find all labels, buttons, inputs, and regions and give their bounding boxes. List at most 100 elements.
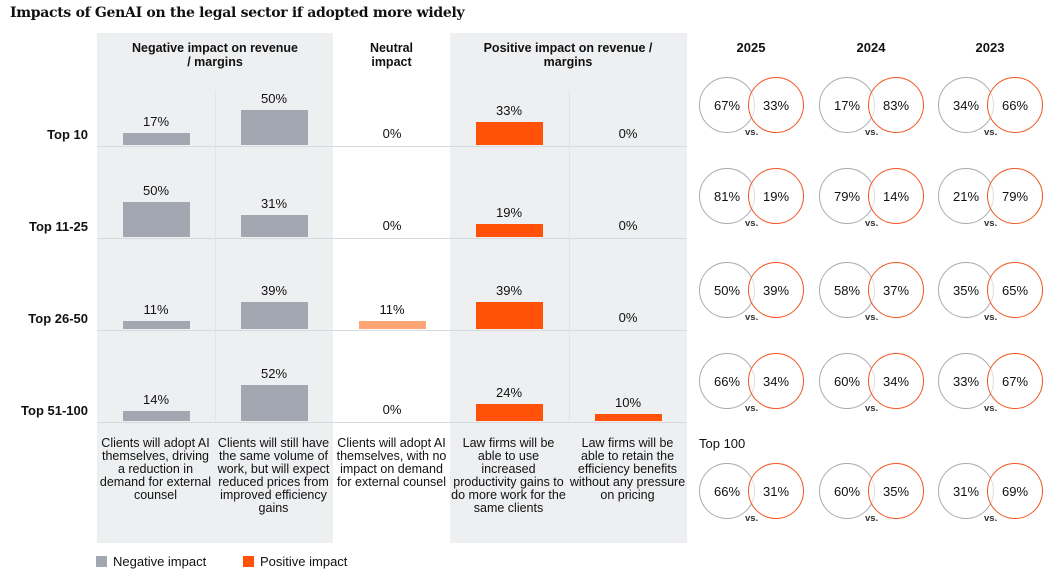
bar — [123, 321, 190, 329]
bar-label: 17% — [142, 114, 170, 130]
bar — [476, 301, 543, 329]
negative-share-circle: 67% — [699, 77, 755, 133]
year-header: 2023 — [975, 40, 1005, 55]
negative-share-circle: 34% — [938, 77, 994, 133]
top100-label: Top 100 — [699, 436, 746, 451]
bar-label: 14% — [142, 392, 170, 408]
bar-label: 0% — [382, 126, 402, 141]
positive-share-circle: 67% — [987, 353, 1043, 409]
negative-share-circle: 60% — [819, 463, 875, 519]
positive-share-circle: 34% — [868, 353, 924, 409]
category-description: Clients will still have the same volume … — [217, 436, 330, 515]
row-divider — [97, 146, 687, 147]
negative-share-circle: 33% — [938, 353, 994, 409]
legend-label: Positive impact — [260, 554, 348, 569]
bar — [241, 301, 308, 329]
column-divider — [215, 90, 216, 422]
positive-share-circle: 39% — [748, 262, 804, 318]
bar — [123, 202, 190, 237]
row-divider — [97, 238, 687, 239]
bar — [123, 411, 190, 421]
row-label: Top 11-25 — [28, 219, 88, 234]
positive-share-circle: 35% — [868, 463, 924, 519]
negative-share-circle: 17% — [819, 77, 875, 133]
bar — [476, 121, 543, 145]
negative-share-circle: 35% — [938, 262, 994, 318]
negative-share-circle: 60% — [819, 353, 875, 409]
bar-label: 31% — [260, 196, 288, 212]
positive-share-circle: 33% — [748, 77, 804, 133]
header-negative: Negative impact on revenue / margins — [131, 41, 299, 69]
bar-label: 11% — [379, 302, 405, 318]
positive-share-circle: 31% — [748, 463, 804, 519]
bar-label: 0% — [382, 402, 402, 417]
chart-title: Impacts of GenAI on the legal sector if … — [10, 5, 465, 21]
column-divider — [569, 90, 570, 422]
vs-label: vs. — [865, 312, 879, 323]
bar-label: 50% — [142, 183, 170, 198]
negative-share-circle: 50% — [699, 262, 755, 318]
bar-label: 11% — [143, 302, 169, 318]
row-divider — [97, 422, 687, 423]
vs-label: vs. — [745, 513, 759, 524]
vs-label: vs. — [745, 312, 759, 323]
bar-label: 39% — [495, 282, 523, 298]
legend-label: Negative impact — [113, 554, 207, 569]
negative-share-circle: 21% — [938, 168, 994, 224]
bar — [241, 215, 308, 237]
vs-label: vs. — [984, 403, 998, 414]
vs-label: vs. — [865, 127, 879, 138]
bar-label: 24% — [495, 385, 523, 401]
bar-label: 19% — [495, 204, 523, 220]
positive-share-circle: 83% — [868, 77, 924, 133]
bar-label: 33% — [495, 102, 523, 118]
bar-label: 10% — [614, 395, 642, 410]
bar — [476, 404, 543, 421]
vs-label: vs. — [745, 218, 759, 229]
vs-label: vs. — [984, 127, 998, 138]
vs-label: vs. — [745, 403, 759, 414]
negative-share-circle: 66% — [699, 353, 755, 409]
row-label: Top 10 — [47, 127, 88, 142]
positive-share-circle: 69% — [987, 463, 1043, 519]
positive-share-circle: 79% — [987, 168, 1043, 224]
bar-label: 39% — [260, 282, 288, 298]
bar — [241, 110, 308, 145]
vs-label: vs. — [865, 513, 879, 524]
header-positive: Positive impact on revenue / margins — [483, 41, 653, 69]
bar — [595, 414, 662, 421]
negative-share-circle: 79% — [819, 168, 875, 224]
legend-swatch-negative — [96, 556, 107, 567]
vs-label: vs. — [984, 312, 998, 323]
year-header: 2025 — [736, 40, 766, 55]
row-label: Top 51-100 — [21, 403, 88, 418]
legend-swatch-positive — [243, 556, 254, 567]
header-neutral: Neutral impact — [369, 41, 414, 69]
row-label: Top 26-50 — [28, 311, 88, 326]
positive-panel — [450, 33, 687, 543]
negative-share-circle: 31% — [938, 463, 994, 519]
legend-positive: Positive impact — [243, 554, 347, 569]
bar-label: 0% — [618, 310, 638, 325]
negative-share-circle: 58% — [819, 262, 875, 318]
positive-share-circle: 37% — [868, 262, 924, 318]
positive-share-circle: 34% — [748, 353, 804, 409]
bar-label: 50% — [260, 91, 288, 106]
vs-label: vs. — [865, 403, 879, 414]
positive-share-circle: 65% — [987, 262, 1043, 318]
bar — [359, 321, 426, 329]
category-description: Law firms will be able to retain the eff… — [569, 436, 686, 502]
positive-share-circle: 19% — [748, 168, 804, 224]
bar-label: 52% — [260, 365, 288, 381]
bar-label: 0% — [618, 126, 638, 141]
negative-share-circle: 81% — [699, 168, 755, 224]
category-description: Clients will adopt AI themselves, drivin… — [99, 436, 212, 502]
bar-label: 0% — [618, 218, 638, 233]
bar — [476, 223, 543, 237]
bar-label: 0% — [382, 218, 402, 233]
vs-label: vs. — [745, 127, 759, 138]
year-header: 2024 — [856, 40, 886, 55]
vs-label: vs. — [865, 218, 879, 229]
category-description: Law firms will be able to use increased … — [451, 436, 566, 515]
